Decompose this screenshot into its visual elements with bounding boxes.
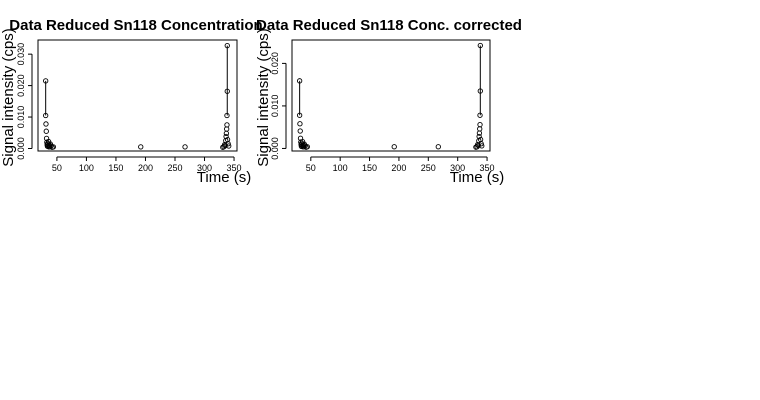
x-tick-label: 250 xyxy=(421,163,436,173)
y-tick-label: 0.000 xyxy=(270,137,280,160)
data-point xyxy=(302,143,308,149)
x-tick-label: 150 xyxy=(108,163,123,173)
chart-title: Data Reduced Sn118 Conc. corrected xyxy=(256,17,522,34)
y-axis-label: Signal intensity (cps) xyxy=(255,28,272,166)
x-axis-label: Time (s) xyxy=(197,169,251,186)
data-point xyxy=(224,112,230,119)
chart-panel-2: 50 100 150 200 250 300 350 0.000 0.010 0.020 Time … xyxy=(255,17,522,186)
data-point xyxy=(48,143,54,149)
chart-panel-1: 50 100 150 200 250 300 350 0.000 0.010 0.020 0.030… xyxy=(0,17,263,186)
data-point xyxy=(43,128,49,134)
data-point xyxy=(224,122,230,128)
data-point xyxy=(297,128,303,134)
data-point xyxy=(138,144,144,150)
data-point xyxy=(226,143,232,149)
data-point xyxy=(43,121,49,127)
data-point xyxy=(224,43,230,49)
data-point xyxy=(296,78,303,84)
x-tick-label: 50 xyxy=(52,163,62,173)
x-tick-label: 350 xyxy=(227,163,242,173)
data-point xyxy=(477,126,483,132)
y-axis-label: Signal intensity (cps) xyxy=(0,28,17,166)
data-point xyxy=(477,112,483,118)
data-point xyxy=(43,78,49,84)
x-tick-label: 200 xyxy=(138,163,153,173)
data-point xyxy=(43,112,49,119)
x-tick-label: 200 xyxy=(391,163,406,173)
data-point xyxy=(478,141,484,147)
data-point xyxy=(296,112,303,118)
data-point xyxy=(477,121,483,128)
data-point xyxy=(223,130,230,137)
x-tick-label: 250 xyxy=(167,163,182,173)
data-point xyxy=(225,141,231,147)
x-tick-label: 100 xyxy=(79,163,94,173)
y-tick-label: 0.030 xyxy=(16,43,26,66)
y-tick-label: 0.020 xyxy=(16,74,26,97)
y-tick-label: 0.010 xyxy=(16,106,26,129)
x-tick-label: 50 xyxy=(306,163,316,173)
y-tick-label: 0.000 xyxy=(16,137,26,160)
plot-frame xyxy=(291,39,491,152)
data-point xyxy=(477,42,483,49)
data-point xyxy=(297,121,303,127)
x-tick-label: 100 xyxy=(333,163,348,173)
plot-frame xyxy=(37,39,238,152)
data-point xyxy=(224,88,230,94)
data-point xyxy=(435,144,441,150)
data-point xyxy=(50,144,57,150)
x-tick-label: 150 xyxy=(362,163,377,173)
x-tick-label: 300 xyxy=(197,163,212,173)
data-point xyxy=(223,133,229,140)
y-tick-label: 0.010 xyxy=(270,95,280,118)
x-tick-label: 350 xyxy=(480,163,495,173)
data-point xyxy=(479,143,485,149)
data-point xyxy=(476,133,482,140)
x-tick-label: 300 xyxy=(450,163,465,173)
chart-title: Data Reduced Sn118 Concentration xyxy=(9,17,262,34)
data-point xyxy=(391,144,397,150)
x-axis-label: Time (s) xyxy=(450,169,504,186)
y-tick-label: 0.020 xyxy=(270,52,280,75)
data-point xyxy=(304,144,310,150)
data-point xyxy=(182,144,188,150)
data-point xyxy=(477,88,483,94)
data-point xyxy=(301,144,307,150)
